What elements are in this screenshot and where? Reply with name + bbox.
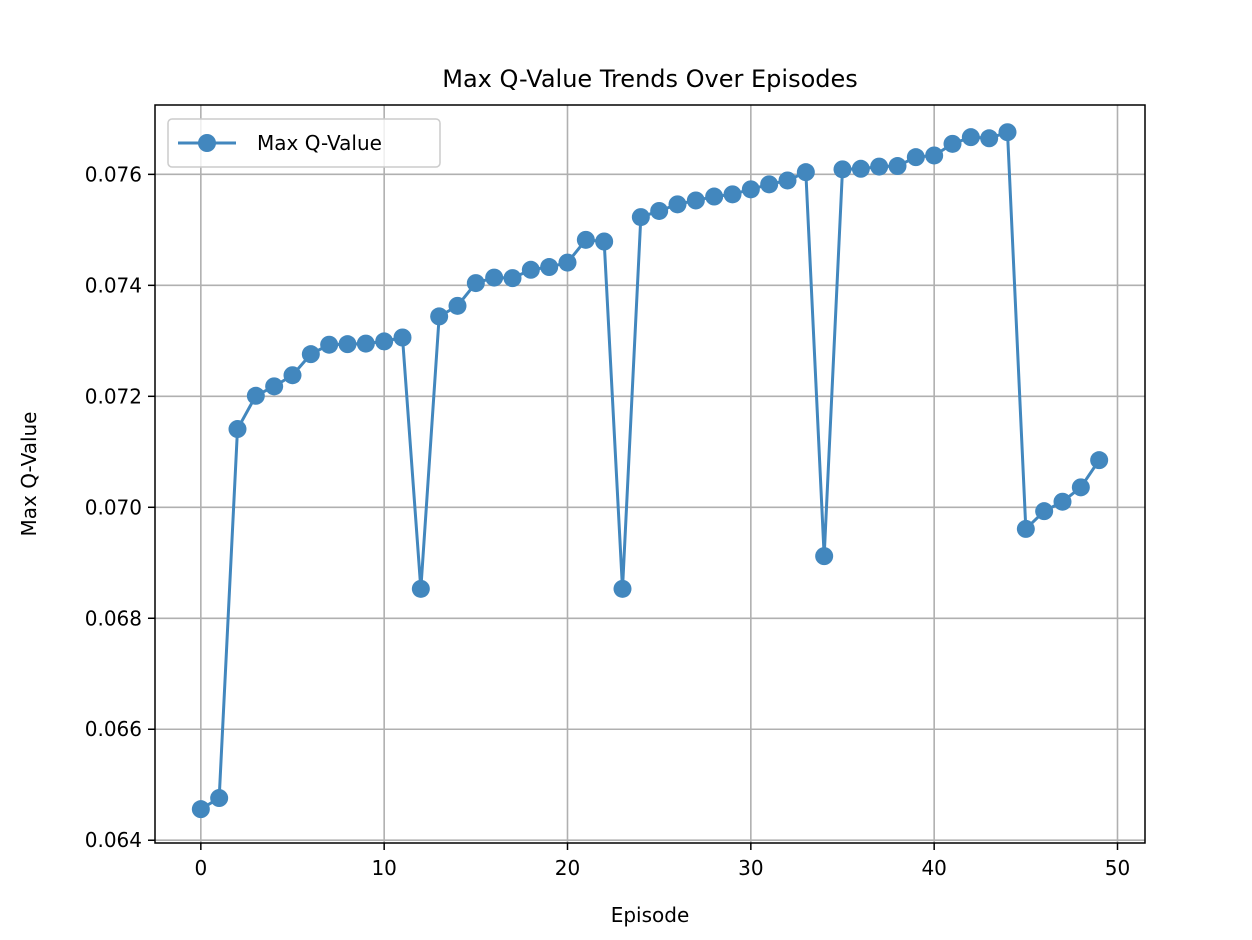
x-tick-label: 0	[194, 856, 207, 880]
x-tick-label: 20	[555, 856, 580, 880]
data-point	[191, 800, 210, 819]
data-point	[393, 328, 412, 347]
y-tick-label: 0.068	[85, 606, 142, 630]
data-point	[448, 296, 467, 315]
data-point	[1035, 502, 1054, 521]
y-tick-label: 0.064	[85, 828, 142, 852]
data-point	[778, 171, 797, 190]
y-axis-ticks: 0.064 0.066 0.068 0.070 0.072 0.074 0.076	[85, 162, 155, 852]
series-layer	[191, 123, 1109, 819]
x-tick-label: 30	[738, 856, 763, 880]
data-point	[998, 123, 1017, 142]
x-tick-label: 40	[921, 856, 946, 880]
legend-label: Max Q-Value	[257, 131, 382, 155]
data-point	[760, 175, 779, 194]
data-point	[375, 332, 394, 351]
data-point	[430, 307, 449, 326]
data-point	[576, 230, 595, 249]
data-point	[1071, 478, 1090, 497]
x-tick-label: 50	[1105, 856, 1130, 880]
data-point	[265, 377, 284, 396]
data-point	[1090, 451, 1109, 470]
y-tick-label: 0.074	[85, 273, 142, 297]
data-point	[980, 129, 999, 148]
data-point	[338, 335, 357, 354]
y-axis-label: Max Q-Value	[17, 412, 41, 537]
data-point	[246, 386, 265, 405]
data-point	[741, 180, 760, 199]
data-point	[210, 789, 229, 808]
x-tick-label: 10	[371, 856, 396, 880]
data-point	[961, 128, 980, 147]
data-point	[466, 274, 485, 293]
data-point	[595, 232, 614, 251]
data-point	[943, 134, 962, 153]
data-point	[686, 191, 705, 210]
data-point	[650, 201, 669, 220]
data-point	[558, 253, 577, 272]
plot-frame	[154, 104, 1146, 844]
data-point	[888, 157, 907, 176]
data-point	[503, 269, 522, 288]
data-point	[705, 187, 724, 206]
data-point	[521, 260, 540, 279]
data-point	[925, 146, 944, 165]
data-point	[301, 345, 320, 364]
data-point	[1053, 492, 1072, 511]
x-axis-ticks: 0 10 20 30 40 50	[194, 843, 1130, 880]
data-point	[540, 258, 559, 277]
data-point	[796, 163, 815, 182]
data-point	[228, 420, 247, 439]
data-point	[356, 334, 375, 353]
data-point	[668, 195, 687, 214]
data-point	[283, 366, 302, 385]
data-point	[906, 148, 925, 167]
data-point	[411, 579, 430, 598]
legend: Max Q-Value	[167, 118, 441, 168]
x-axis-label: Episode	[611, 903, 690, 927]
legend-box	[167, 118, 441, 168]
y-tick-label: 0.072	[85, 384, 142, 408]
y-tick-label: 0.076	[85, 162, 142, 186]
data-point	[815, 547, 834, 566]
data-point	[723, 185, 742, 204]
data-point	[320, 335, 339, 354]
data-point	[833, 160, 852, 179]
data-point	[485, 268, 504, 287]
y-tick-label: 0.066	[85, 717, 142, 741]
data-point	[870, 157, 889, 176]
data-point	[851, 159, 870, 178]
legend-marker	[198, 134, 216, 152]
chart-title: Max Q-Value Trends Over Episodes	[442, 65, 858, 93]
grid	[155, 105, 1145, 843]
y-tick-label: 0.070	[85, 495, 142, 519]
data-point	[613, 579, 632, 598]
data-point	[631, 208, 650, 227]
data-point	[1016, 519, 1035, 538]
